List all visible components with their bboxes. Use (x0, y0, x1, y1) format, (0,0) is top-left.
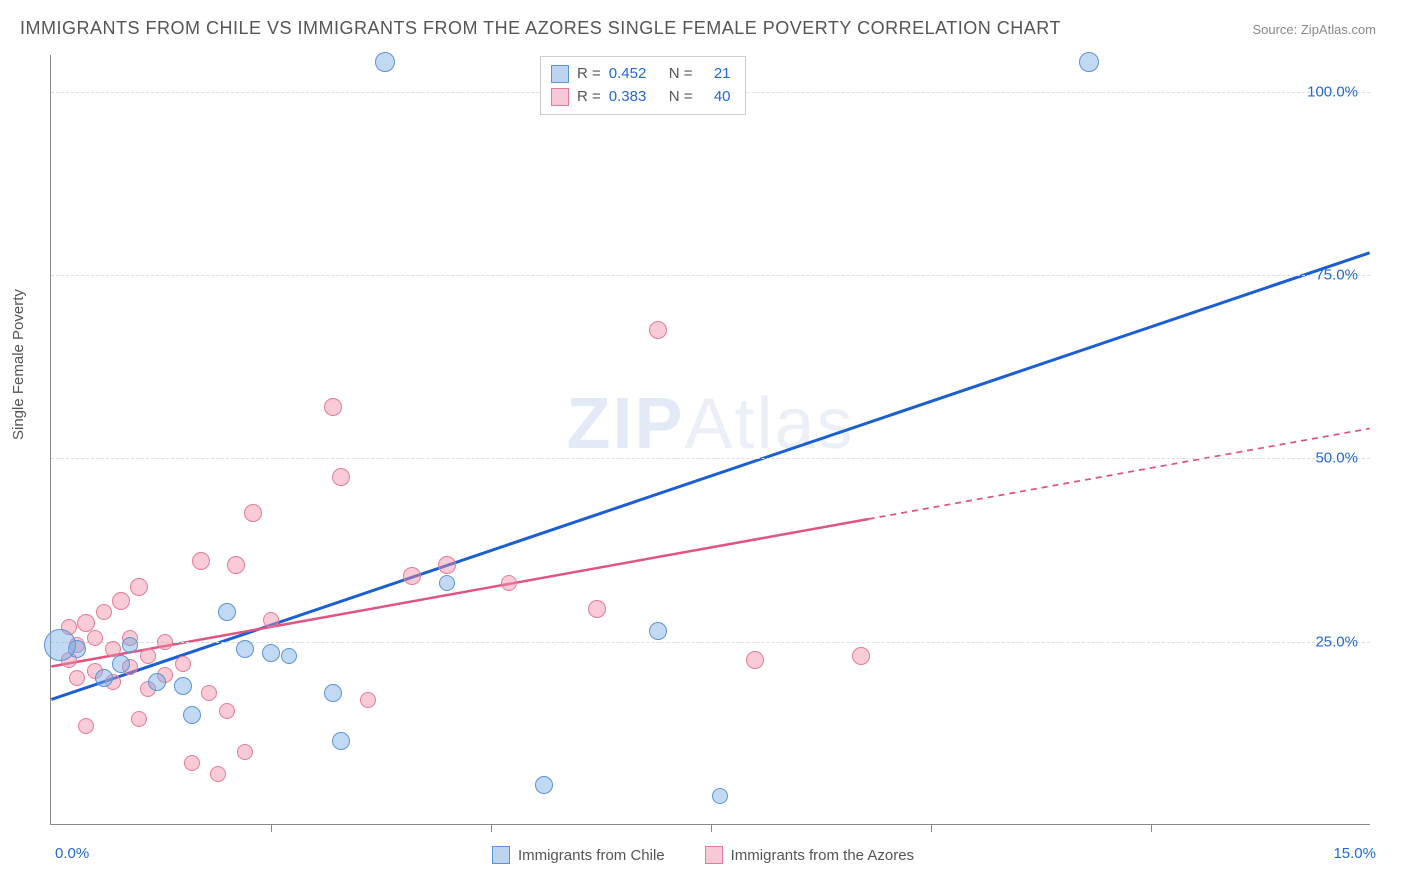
watermark-bold: ZIP (566, 384, 684, 464)
scatter-point (324, 684, 342, 702)
scatter-point (332, 732, 350, 750)
y-tick-label: 50.0% (1315, 450, 1358, 467)
scatter-point (69, 670, 85, 686)
legend-swatch (551, 88, 569, 106)
scatter-point (262, 644, 280, 662)
gridline-h (51, 458, 1370, 459)
legend-swatch (705, 846, 723, 864)
bottom-legend: Immigrants from Chile Immigrants from the… (0, 846, 1406, 864)
r-label: R = (577, 86, 601, 109)
scatter-point (87, 630, 103, 646)
n-value: 40 (701, 86, 731, 109)
scatter-point (281, 648, 297, 664)
legend-label: Immigrants from the Azores (731, 847, 914, 864)
scatter-point (96, 604, 112, 620)
x-tick (491, 824, 492, 832)
scatter-point (712, 788, 728, 804)
n-label: N = (669, 86, 693, 109)
legend-swatch (551, 65, 569, 83)
scatter-point (112, 655, 130, 673)
scatter-point (219, 703, 235, 719)
scatter-point (324, 398, 342, 416)
scatter-point (201, 685, 217, 701)
scatter-point (192, 552, 210, 570)
scatter-point (439, 575, 455, 591)
scatter-point (501, 575, 517, 591)
scatter-point (122, 637, 138, 653)
scatter-point (131, 711, 147, 727)
scatter-point (237, 744, 253, 760)
legend-swatch (492, 846, 510, 864)
scatter-point (403, 567, 421, 585)
scatter-point (360, 692, 376, 708)
r-value: 0.452 (609, 63, 661, 86)
scatter-point (157, 634, 173, 650)
scatter-point (263, 612, 279, 628)
x-tick (271, 824, 272, 832)
scatter-point (649, 622, 667, 640)
y-tick-label: 25.0% (1315, 633, 1358, 650)
scatter-point (535, 776, 553, 794)
scatter-point (236, 640, 254, 658)
scatter-point (44, 629, 76, 661)
scatter-point (588, 600, 606, 618)
scatter-point (130, 578, 148, 596)
scatter-point (95, 669, 113, 687)
scatter-point (184, 755, 200, 771)
scatter-point (375, 52, 395, 72)
watermark-rest: Atlas (684, 384, 854, 464)
stats-row: R = 0.383 N = 40 (551, 86, 731, 109)
source-label: Source: ZipAtlas.com (1252, 22, 1376, 37)
y-axis-title: Single Female Poverty (10, 289, 27, 440)
stats-row: R = 0.452 N = 21 (551, 63, 731, 86)
y-tick-label: 100.0% (1307, 83, 1358, 100)
scatter-point (112, 592, 130, 610)
scatter-point (218, 603, 236, 621)
scatter-point (227, 556, 245, 574)
legend-label: Immigrants from Chile (518, 847, 665, 864)
legend-item: Immigrants from the Azores (705, 846, 914, 864)
scatter-point (332, 468, 350, 486)
scatter-point (746, 651, 764, 669)
scatter-point (148, 673, 166, 691)
r-value: 0.383 (609, 86, 661, 109)
plot-area: ZIPAtlas 25.0% 50.0% 75.0% 100.0% (50, 55, 1370, 825)
y-tick-label: 75.0% (1315, 267, 1358, 284)
r-label: R = (577, 63, 601, 86)
scatter-point (210, 766, 226, 782)
scatter-point (174, 677, 192, 695)
scatter-point (1079, 52, 1099, 72)
stats-legend-box: R = 0.452 N = 21 R = 0.383 N = 40 (540, 56, 746, 115)
scatter-point (852, 647, 870, 665)
chart-title: IMMIGRANTS FROM CHILE VS IMMIGRANTS FROM… (20, 18, 1061, 39)
scatter-point (78, 718, 94, 734)
scatter-point (649, 321, 667, 339)
trend-lines (51, 55, 1370, 824)
gridline-h (51, 275, 1370, 276)
x-tick (711, 824, 712, 832)
n-label: N = (669, 63, 693, 86)
n-value: 21 (701, 63, 731, 86)
scatter-point (244, 504, 262, 522)
scatter-point (140, 648, 156, 664)
scatter-point (183, 706, 201, 724)
legend-item: Immigrants from Chile (492, 846, 665, 864)
watermark: ZIPAtlas (566, 383, 854, 465)
scatter-point (438, 556, 456, 574)
x-tick (1151, 824, 1152, 832)
x-tick (931, 824, 932, 832)
scatter-point (175, 656, 191, 672)
